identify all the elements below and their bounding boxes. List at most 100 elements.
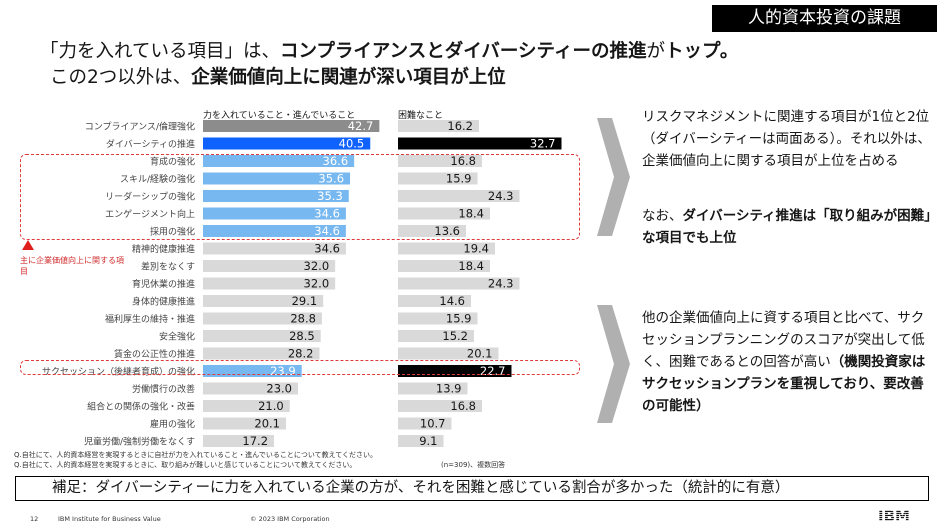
category-label: 雇用の強化 <box>150 418 195 430</box>
bar-difficulty <box>398 190 520 202</box>
value-label-difficulty: 14.6 <box>439 294 465 308</box>
insight-3-text: 他の企業価値向上に資する項目と比べて、サクセッションプランニングのスコアが突出し… <box>642 310 925 370</box>
bar-difficulty <box>398 120 479 132</box>
right-arrow-icon <box>597 305 630 423</box>
value-label-effort: 20.1 <box>254 417 280 431</box>
bar-effort <box>203 137 371 150</box>
bar-difficulty <box>398 172 478 185</box>
headline-1-pre: 「力を入れている項目」は、 <box>40 41 280 62</box>
bar-difficulty <box>398 137 562 150</box>
bar-difficulty <box>398 312 478 325</box>
value-label-effort: 34.6 <box>314 207 340 221</box>
headline-1-bold: コンプライアンスとダイバーシティーの推進 <box>279 41 647 62</box>
headline-line-1: 「力を入れている項目」は、コンプライアンスとダイバーシティーの推進がトップ。 <box>40 40 738 64</box>
value-label-effort: 29.1 <box>292 294 318 308</box>
category-label: 育児休業の推進 <box>132 278 195 290</box>
bar-effort <box>203 120 380 132</box>
bar-difficulty <box>398 417 452 430</box>
bar-effort <box>203 312 322 325</box>
bar-difficulty <box>398 260 490 272</box>
section-tag: 人的資本投資の課題 <box>712 5 937 32</box>
bar-difficulty <box>398 347 499 360</box>
headline-1-mid: が <box>646 41 665 62</box>
category-label: 育成の強化 <box>150 156 195 168</box>
succession-highlight-box <box>20 360 580 375</box>
ibm-logo-text: IBM <box>878 507 910 523</box>
category-label: 身体的健康推進 <box>132 296 195 308</box>
bar-effort <box>203 155 355 167</box>
bar-effort <box>203 242 346 255</box>
value-label-difficulty: 19.4 <box>463 242 489 256</box>
bar-difficulty <box>398 400 482 412</box>
value-label-difficulty: 16.8 <box>450 399 476 413</box>
category-label: 福利厚生の維持・推進 <box>105 313 195 325</box>
value-label-effort: 28.5 <box>289 329 315 343</box>
insight-2: なお、ダイバーシティ推進は「取り組みが困難」な項目でも上位 <box>642 205 932 249</box>
value-label-effort: 28.8 <box>290 312 316 326</box>
value-label-effort: 34.6 <box>314 224 340 238</box>
supplementary-note: 補足：ダイバーシティーに力を入れている企業の方が、それを困難と感じている割合が多… <box>15 476 929 501</box>
value-label-difficulty: 16.2 <box>447 119 473 133</box>
headline-line-2: この2つ以外は、企業価値向上に関連が深い項目が上位 <box>50 66 506 90</box>
value-label-difficulty: 10.7 <box>420 417 446 431</box>
value-label-difficulty: 24.3 <box>488 189 514 203</box>
value-label-difficulty: 18.4 <box>458 207 484 221</box>
value-label-effort: 35.3 <box>317 189 343 203</box>
category-label: エンゲージメント向上 <box>105 208 195 220</box>
category-label: スキル/経験の強化 <box>120 173 195 185</box>
bar-effort <box>203 417 287 430</box>
value-label-effort: 42.7 <box>348 119 374 133</box>
value-label-effort: 32.0 <box>304 277 330 291</box>
value-label-difficulty: 32.7 <box>530 137 556 151</box>
bar-difficulty <box>398 277 520 290</box>
red-triangle-icon <box>22 240 34 250</box>
bar-effort <box>203 207 346 220</box>
ibm-logo: IBM <box>878 507 910 523</box>
sample-note: (n=309)、複数回答 <box>441 461 506 469</box>
insight-2-pre: なお、 <box>642 208 683 224</box>
footer-copyright: © 2023 IBM Corporation <box>250 515 330 523</box>
headline-2-pre: この2つ以外は、 <box>50 67 192 88</box>
bar-effort <box>203 277 336 290</box>
value-label-difficulty: 15.9 <box>446 172 472 186</box>
headline-2-bold: 企業価値向上に関連が深い項目が上位 <box>191 67 506 88</box>
value-label-difficulty: 16.8 <box>450 154 476 168</box>
category-label: 労働慣行の改善 <box>132 383 195 395</box>
bar-effort <box>203 435 275 447</box>
insight-2-bold: ダイバーシティ推進は「取り組みが困難」な項目でも上位 <box>642 208 931 246</box>
category-label: リーダーシップの強化 <box>105 191 195 203</box>
insight-3: 他の企業価値向上に資する項目と比べて、サクセッションプランニングのスコアが突出し… <box>642 307 932 417</box>
category-label: 精神的健康推進 <box>132 243 195 255</box>
bar-chart: コンプライアンス/倫理強化 42.7 16.2 ダイバーシティの推進 40.5 32.7 育… <box>42 119 562 448</box>
value-label-effort: 35.6 <box>318 172 344 186</box>
value-label-difficulty: 15.2 <box>442 329 468 343</box>
category-label: 差別をなくす <box>141 261 195 273</box>
bar-difficulty <box>398 225 466 237</box>
bar-effort <box>203 330 321 342</box>
question-2: Q.自社にて、人的資本経営を実現するときに、取り組みが難しいと感じていることにつ… <box>14 461 357 469</box>
value-label-difficulty: 20.1 <box>467 347 493 361</box>
value-label-effort: 17.2 <box>242 434 268 448</box>
footer-org: IBM Institute for Business Value <box>58 515 161 523</box>
value-items-highlight-box <box>20 154 580 240</box>
series-1-header: 力を入れていること・進んでいること <box>203 111 356 121</box>
bar-effort <box>203 382 298 395</box>
category-label: ダイバーシティの推進 <box>106 138 195 150</box>
insight-3-bold: （機関投資家はサクセッションプランを重視しており、要改善の可能性） <box>642 354 926 414</box>
value-label-effort: 40.5 <box>339 137 365 151</box>
bar-effort <box>203 295 324 307</box>
bar-difficulty <box>398 382 468 395</box>
value-label-effort: 32.0 <box>304 259 330 273</box>
value-label-difficulty: 13.9 <box>436 382 462 396</box>
value-items-note: 主に企業価値向上に関する項目 <box>20 256 124 276</box>
value-label-difficulty: 13.6 <box>434 224 460 238</box>
insight-1: リスクマネジメントに関連する項目が1位と2位（ダイバーシティーは両面ある）。それ… <box>642 109 931 169</box>
value-label-effort: 36.6 <box>323 154 349 168</box>
bar-difficulty <box>398 435 444 447</box>
bar-effort <box>203 172 351 185</box>
value-label-difficulty: 18.4 <box>458 259 484 273</box>
value-label-effort: 21.0 <box>258 399 284 413</box>
category-label: 安全強化 <box>159 331 195 343</box>
value-label-effort: 34.6 <box>314 242 340 256</box>
bar-effort <box>203 347 320 360</box>
